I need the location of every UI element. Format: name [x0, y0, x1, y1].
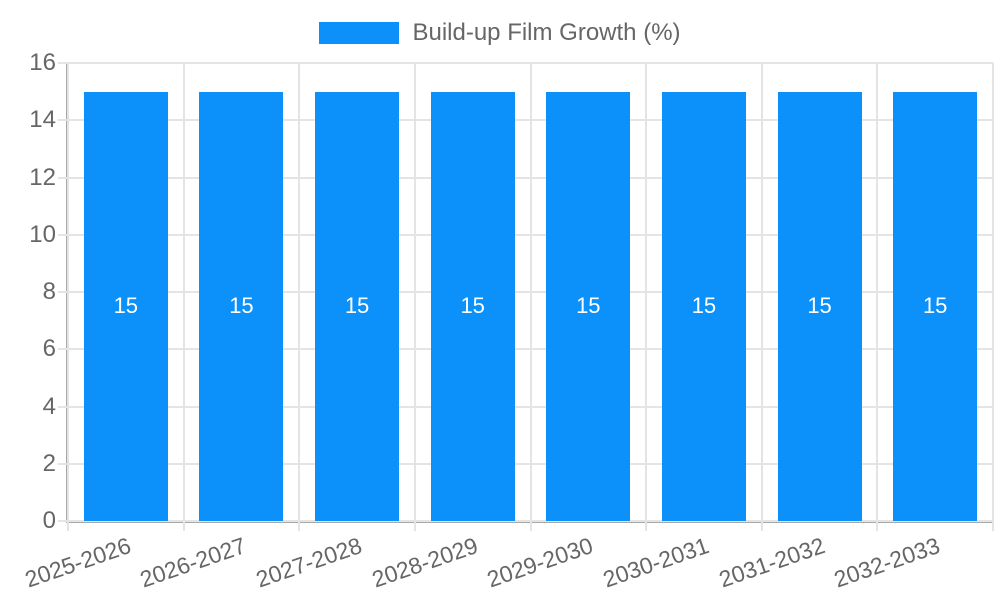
v-gridline	[529, 63, 532, 531]
x-tick-label: 2030-2031	[599, 532, 713, 593]
bar-value-label: 15	[807, 293, 832, 319]
bar-column: 15	[531, 63, 647, 521]
v-gridline	[298, 63, 301, 531]
h-gridline	[58, 405, 993, 408]
legend-label: Build-up Film Growth (%)	[412, 19, 681, 46]
y-tick-label: 16	[29, 49, 56, 76]
bar-value-label: 15	[344, 293, 370, 319]
y-tick-label: 14	[29, 106, 56, 134]
x-tick-label: 2025-2026	[21, 532, 134, 593]
bar-value-label: 15	[229, 293, 254, 319]
y-tick-label: 6	[42, 335, 56, 363]
y-tick-label: 2	[42, 449, 56, 477]
x-tick-label: 2032-2033	[830, 532, 944, 593]
bar[interactable]: 15	[430, 91, 515, 521]
bar-value-label: 15	[576, 293, 601, 319]
v-gridline	[645, 63, 648, 531]
bar-column: 15	[68, 63, 184, 521]
y-tick-label: 8	[42, 278, 56, 305]
v-gridline	[182, 63, 185, 531]
legend-item[interactable]: Build-up Film Growth (%)	[319, 19, 681, 48]
v-gridline	[876, 63, 879, 531]
h-gridline	[58, 291, 993, 293]
bar-column: 15	[646, 63, 762, 521]
bar[interactable]: 15	[546, 91, 631, 521]
v-gridline	[413, 63, 416, 531]
bar-column: 15	[299, 63, 415, 521]
bar[interactable]: 15	[893, 91, 978, 521]
h-gridline	[58, 119, 993, 122]
chart-legend: Build-up Film Growth (%)	[0, 19, 1000, 48]
h-gridline	[58, 62, 993, 64]
h-gridline	[58, 176, 993, 179]
bar[interactable]: 15	[315, 91, 400, 521]
x-tick-label: 2027-2028	[252, 532, 366, 593]
bar-value-label: 15	[460, 293, 485, 319]
legend-color-swatch-icon	[319, 22, 400, 45]
v-gridline	[992, 63, 994, 531]
bar-column: 15	[877, 63, 993, 521]
x-tick-label: 2028-2029	[368, 532, 481, 593]
h-gridline	[58, 233, 993, 236]
y-tick-label: 0	[42, 507, 56, 534]
h-gridline	[58, 348, 993, 351]
y-tick-label: 12	[29, 163, 56, 191]
x-tick-label: 2026-2027	[137, 532, 250, 593]
bar[interactable]: 15	[661, 91, 746, 521]
bar-column: 15	[415, 63, 531, 521]
x-tick-label: 2031-2032	[715, 532, 828, 593]
h-gridline	[58, 520, 993, 522]
bar[interactable]: 15	[83, 91, 168, 521]
bar-value-label: 15	[691, 293, 717, 319]
bar-value-label: 15	[113, 293, 139, 319]
plot-area: 15 15 15 15 15	[21, 51, 994, 592]
y-tick-label: 10	[29, 220, 56, 248]
h-gridline	[58, 462, 993, 465]
bar-column: 15	[762, 63, 878, 521]
bar[interactable]: 15	[777, 91, 862, 521]
x-tick-label: 2029-2030	[483, 532, 597, 593]
y-tick-label: 4	[42, 392, 56, 420]
bars-group: 15 15 15 15 15	[68, 63, 993, 521]
bar-column: 15	[184, 63, 300, 521]
bar[interactable]: 15	[199, 91, 284, 521]
v-gridline	[760, 63, 763, 531]
bar-value-label: 15	[922, 293, 948, 319]
v-gridline	[67, 63, 69, 531]
